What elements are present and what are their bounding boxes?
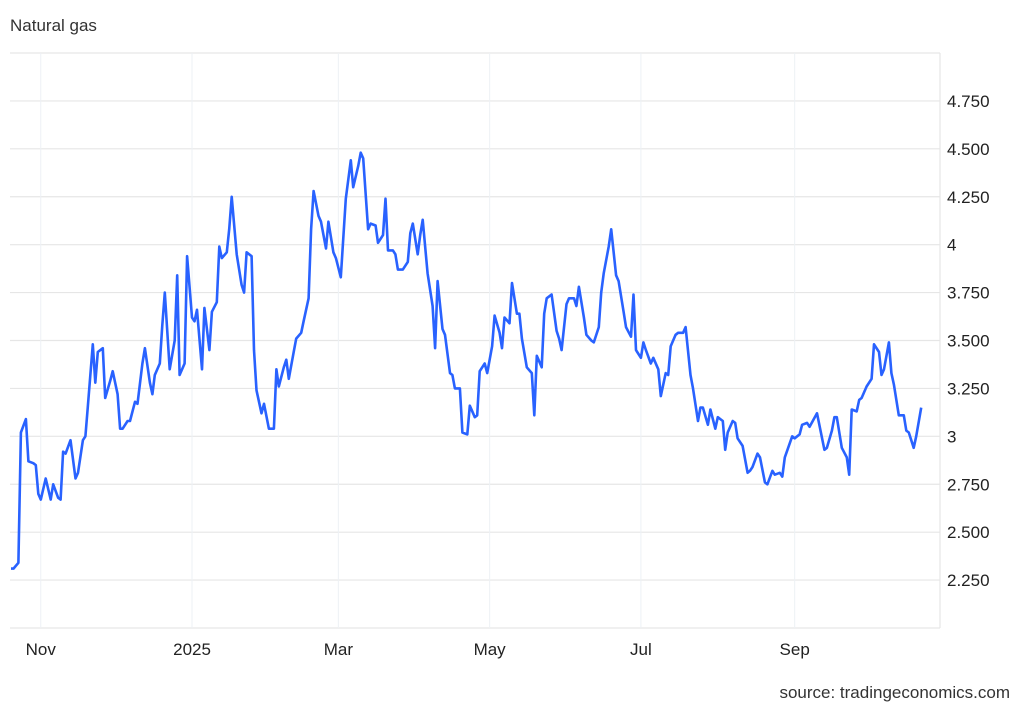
y-tick-label: 2.500: [947, 523, 990, 542]
x-tick-label: 2025: [173, 640, 211, 659]
y-tick-label: 2.750: [947, 475, 990, 494]
x-tick-label: Jul: [630, 640, 652, 659]
y-tick-label: 3.250: [947, 379, 990, 398]
y-tick-label: 4: [947, 236, 956, 255]
x-tick-label: Sep: [780, 640, 810, 659]
y-tick-label: 3: [947, 427, 956, 446]
y-tick-label: 4.500: [947, 140, 990, 159]
series: [11, 151, 923, 570]
x-tick-label: Mar: [324, 640, 354, 659]
source-label: source: tradingeconomics.com: [779, 683, 1010, 702]
x-tick-label: May: [474, 640, 507, 659]
y-axis: 2.250 2.500 2.750 3 3.250 3.500 3.750 4 4.250 4.5…: [947, 92, 990, 590]
x-axis: Nov 2025 Mar May Jul Sep: [26, 640, 810, 659]
y-tick-label: 4.250: [947, 188, 990, 207]
y-tick-label: 4.750: [947, 92, 990, 111]
y-tick-label: 3.750: [947, 284, 990, 303]
y-tick-label: 2.250: [947, 571, 990, 590]
price-line: [11, 151, 923, 570]
chart-title: Natural gas: [10, 16, 97, 35]
y-tick-label: 3.500: [947, 332, 990, 351]
x-tick-label: Nov: [26, 640, 57, 659]
grid: [10, 52, 941, 629]
